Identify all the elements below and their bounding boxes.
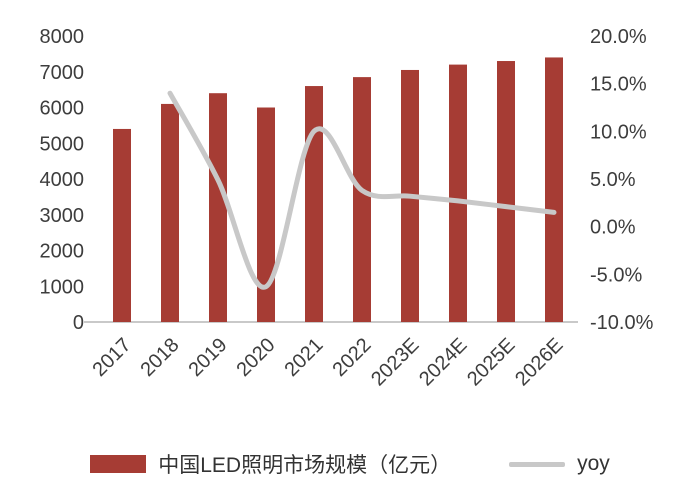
legend-item-bar-series: 中国LED照明市场规模（亿元）: [90, 449, 451, 479]
left-axis-tick-label: 5000: [40, 133, 85, 155]
left-axis-tick-label: 4000: [40, 169, 85, 191]
x-axis-tick-label: 2021: [281, 334, 328, 381]
x-axis-tick-label: 2018: [137, 334, 184, 381]
plot-area: 0 1000 2000 3000 4000 5000 6000 7000 8000 -10.0% -…: [40, 26, 654, 390]
line-series-label: yoy: [577, 452, 610, 475]
legend-item-line-series: yoy: [509, 452, 610, 476]
left-axis-tick-label: 1000: [40, 276, 85, 298]
bar: [305, 86, 323, 322]
left-axis-tick-label: 7000: [40, 62, 85, 84]
bar: [113, 128, 131, 322]
bar-series-swatch: [90, 455, 147, 473]
left-axis-tick-label: 2000: [40, 241, 85, 263]
bar: [497, 61, 515, 323]
x-axis-tick-label: 2026E: [511, 334, 567, 390]
x-axis-tick-label: 2024E: [415, 334, 471, 390]
right-axis-tick-label: -5.0%: [590, 264, 642, 286]
yoy-line: [167, 90, 557, 290]
x-axis-tick-label: 2020: [233, 334, 280, 381]
left-axis-tick-label: 8000: [40, 26, 85, 48]
right-axis-tick-label: -10.0%: [590, 312, 654, 334]
right-axis-tick-label: 15.0%: [590, 74, 647, 96]
bar: [161, 103, 179, 322]
x-axis-tick-label: 2025E: [463, 334, 519, 390]
right-axis-tick-label: 20.0%: [590, 26, 647, 48]
left-axis-tick-label: 3000: [40, 205, 85, 227]
right-axis-tick-label: 0.0%: [590, 217, 636, 239]
x-axis-tick-label: 2017: [89, 334, 136, 381]
bar: [257, 107, 275, 322]
line-series-swatch: [509, 461, 566, 467]
bar: [545, 57, 563, 322]
bar: [209, 93, 227, 322]
left-axis-tick-label: 0: [73, 312, 84, 334]
x-axis-tick-label: 2023E: [367, 334, 423, 390]
left-axis-tick-label: 6000: [40, 98, 85, 120]
bar-series-label: 中国LED照明市场规模（亿元）: [158, 454, 452, 477]
chart-svg: 0 1000 2000 3000 4000 5000 6000 7000 8000 -10.0% -…: [40, 26, 654, 390]
right-axis-tick-label: 5.0%: [590, 169, 636, 191]
bar: [449, 64, 467, 322]
x-axis-tick-label: 2019: [185, 334, 232, 381]
right-axis-tick-label: 10.0%: [590, 121, 647, 143]
bar: [353, 77, 371, 322]
legend: 中国LED照明市场规模（亿元） yoy: [0, 442, 700, 486]
